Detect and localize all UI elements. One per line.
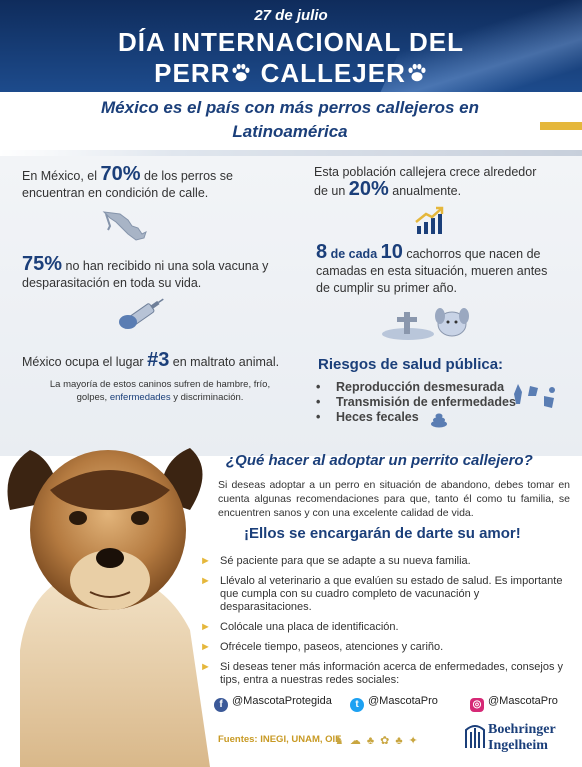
instagram-link[interactable]: ◎ @MascotaPro	[470, 695, 558, 712]
mistreatment-note: La mayoría de estos caninos sufren de ha…	[49, 379, 271, 403]
list-item: ► Colócale una placa de identificación.	[200, 621, 399, 633]
facebook-link[interactable]: f @MascotaProtegida	[214, 695, 332, 712]
dog-photo	[7, 448, 210, 767]
sheep-icon: ☁	[349, 735, 367, 747]
facebook-icon: f	[214, 698, 228, 712]
list-item: Transmisión de enfermedades	[316, 395, 516, 410]
dogs-silhouette-icon	[514, 384, 555, 408]
tips-list: ► Sé paciente para que se adapte a su nue…	[198, 555, 570, 694]
gold-accent	[540, 122, 582, 130]
list-item: ► Sé paciente para que se adapte a su nue…	[200, 555, 471, 567]
subheader-band	[0, 92, 582, 154]
arrow-icon: ►	[200, 661, 211, 673]
brand-logo: Boehringer Ingelheim	[488, 722, 556, 753]
stat-75-percent: 75% no han recibido ni una sola vacuna y…	[22, 253, 269, 290]
arrow-icon: ►	[200, 621, 211, 633]
dog-icon: ♣	[395, 735, 409, 747]
adopt-intro: Si deseas adoptar a un perro en situació…	[218, 479, 570, 519]
event-date: 27 de julio	[254, 7, 328, 24]
syringe-icon	[119, 298, 164, 330]
list-item: ► Ofrécele tiempo, paseos, atenciones y c…	[200, 641, 444, 653]
sources-text: Fuentes: INEGI, UNAM, OIE	[218, 734, 342, 745]
plant-icon: ♣	[366, 735, 381, 747]
arrow-icon: ►	[200, 575, 211, 587]
title-line-1: DÍA INTERNACIONAL DEL	[118, 27, 464, 57]
growth-chart-icon	[415, 206, 444, 234]
arrow-icon: ►	[200, 641, 211, 653]
subheader-divider	[0, 150, 582, 156]
risks-title: Riesgos de salud pública:	[318, 356, 504, 373]
love-title: ¡Ellos se encargarán de darte su amor!	[244, 525, 521, 542]
mexico-map-icon	[102, 211, 147, 241]
twitter-link[interactable]: t @MascotaPro	[350, 695, 438, 712]
paw-icon	[232, 63, 250, 82]
boehringer-logo-icon	[465, 725, 485, 748]
stat-maltrato: México ocupa el lugar #3 en maltrato ani…	[22, 349, 280, 371]
risks-list: Reproducción desmesurada Transmisión de …	[316, 380, 516, 425]
instagram-icon: ◎	[470, 698, 484, 712]
header-banner	[0, 0, 582, 92]
arrow-icon: ►	[200, 555, 211, 567]
list-item: Reproducción desmesurada	[316, 380, 516, 395]
pig-icon: ✿	[380, 735, 396, 747]
animal-icons-row: ♞☁♣✿♣✦	[334, 734, 424, 747]
list-item: Heces fecales	[316, 410, 516, 425]
adopt-question-title: ¿Qué hacer al adoptar un perrito calleje…	[226, 452, 533, 469]
list-item: ► Llévalo al veterinario a que evalúen su…	[200, 575, 563, 613]
cat-icon: ✦	[408, 735, 424, 747]
grave-and-puppy-icon	[382, 308, 469, 340]
stat-20-percent: Esta población callejera crece alrededor…	[314, 165, 537, 200]
stat-8-of-10: 8 de cada 10 cachorros que nacen de cama…	[316, 241, 548, 295]
subheader-title: México es el país con más perros calleje…	[101, 98, 479, 141]
twitter-icon: t	[350, 698, 364, 712]
title-line-2: PERR CALLEJER	[0, 58, 582, 89]
list-item: ► Si deseas tener más información acerca …	[200, 661, 564, 686]
horse-icon: ♞	[334, 735, 350, 747]
stat-70-percent: En México, el 70% de los perros se encue…	[22, 163, 233, 200]
paw-icon	[408, 63, 426, 82]
feces-icon	[431, 413, 447, 428]
